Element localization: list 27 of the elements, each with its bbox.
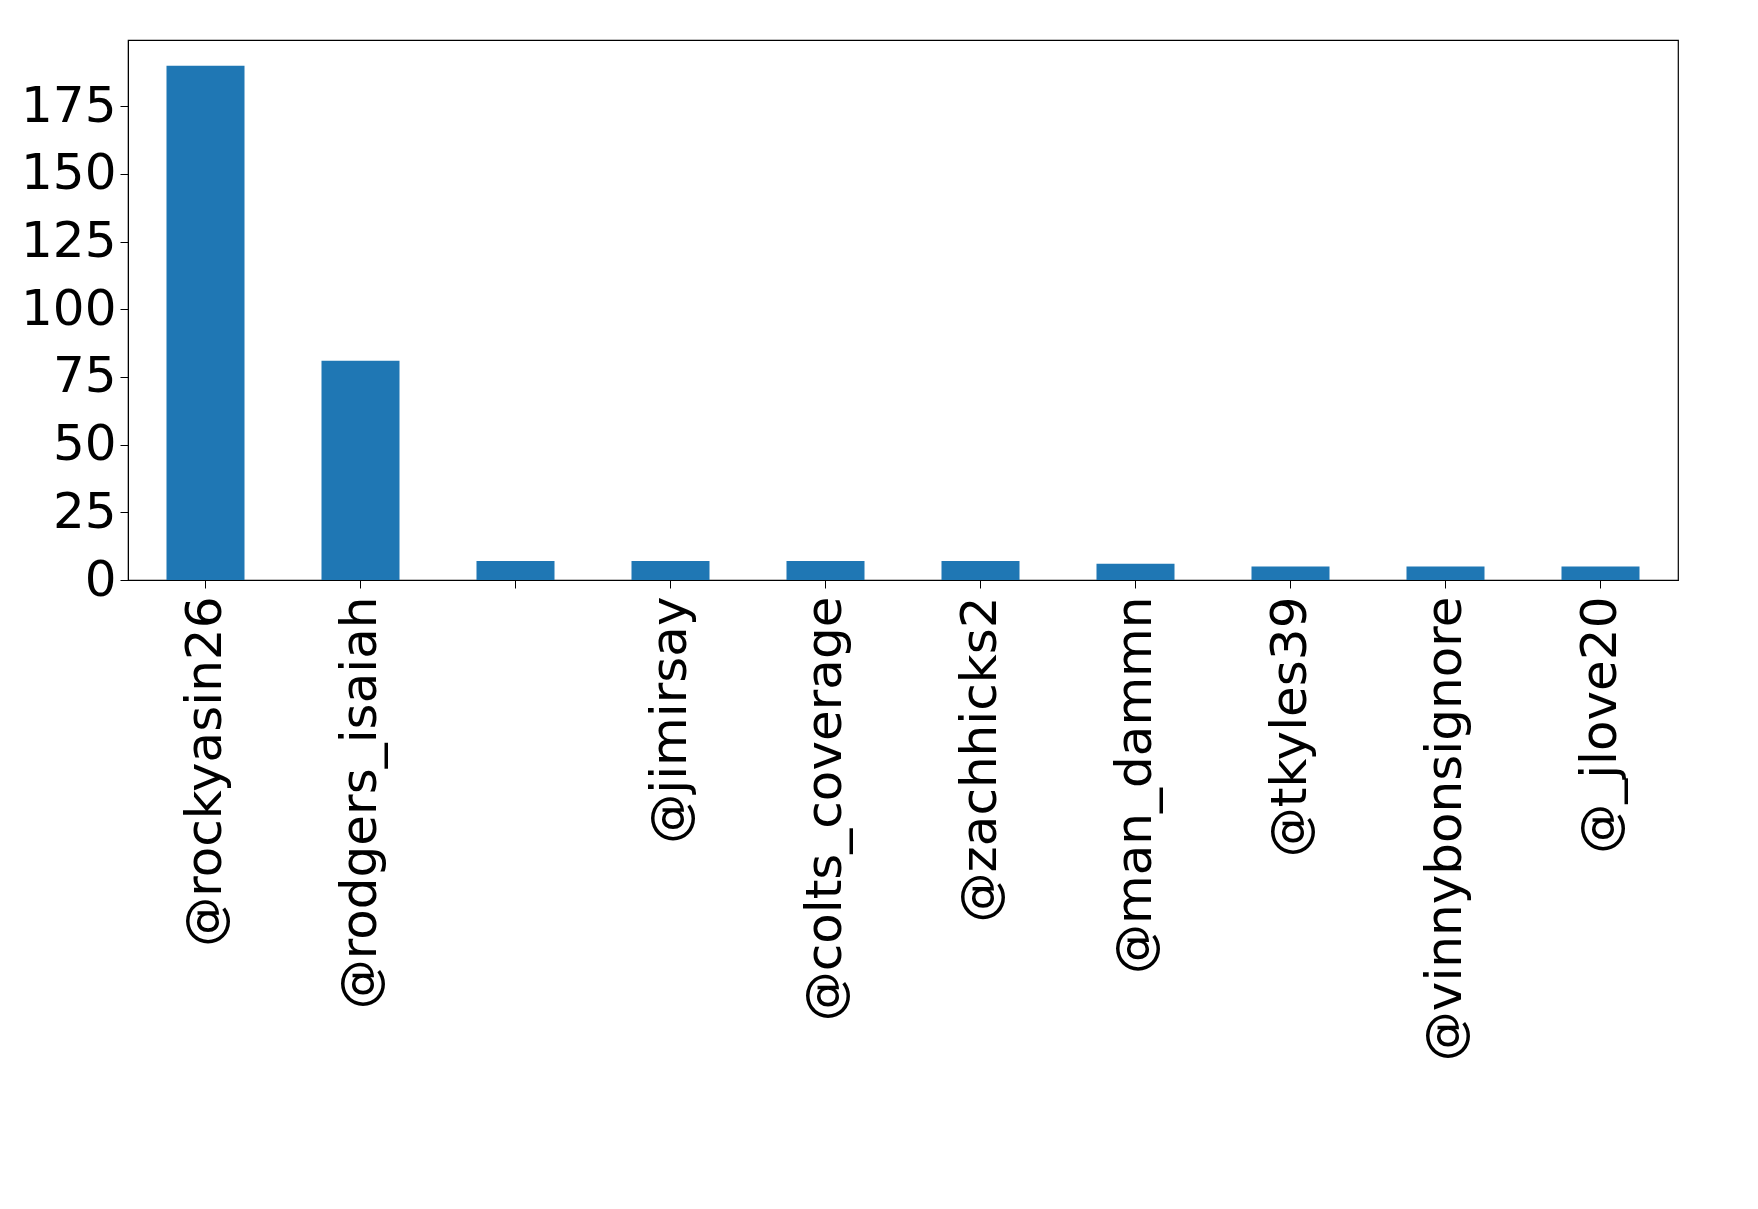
bar bbox=[166, 65, 245, 580]
y-tick-label: 50 bbox=[52, 414, 117, 473]
bar bbox=[941, 561, 1020, 580]
bar bbox=[1406, 566, 1485, 580]
y-tick-label: 0 bbox=[84, 549, 117, 608]
y-tick-label: 150 bbox=[21, 143, 117, 202]
y-tick-label: 75 bbox=[52, 346, 117, 405]
x-tick-label: @colts_coverage bbox=[794, 596, 853, 1022]
bar bbox=[476, 561, 555, 580]
x-tick-label: @zachhicks2 bbox=[949, 596, 1008, 923]
x-tick-label: @tkyles39 bbox=[1259, 596, 1318, 858]
x-tick-label: @rockyasin26 bbox=[174, 596, 233, 947]
x-tick-label: @rodgers_isaiah bbox=[329, 596, 388, 1010]
x-tick-label: @vinnybonsignore bbox=[1414, 596, 1473, 1062]
x-tick-label: @man_dammn bbox=[1104, 596, 1163, 975]
bar bbox=[1096, 563, 1175, 580]
bar bbox=[631, 561, 710, 580]
bar bbox=[786, 561, 865, 580]
y-tick-label: 125 bbox=[21, 211, 117, 270]
x-tick-label: @jimirsay bbox=[639, 596, 698, 844]
bar bbox=[321, 360, 400, 580]
bar bbox=[1251, 566, 1330, 580]
x-tick-label: @_jlove20 bbox=[1569, 596, 1628, 854]
y-tick-label: 25 bbox=[52, 481, 117, 540]
y-tick-label: 175 bbox=[21, 75, 117, 134]
bar bbox=[1561, 566, 1640, 580]
y-tick-label: 100 bbox=[21, 278, 117, 337]
